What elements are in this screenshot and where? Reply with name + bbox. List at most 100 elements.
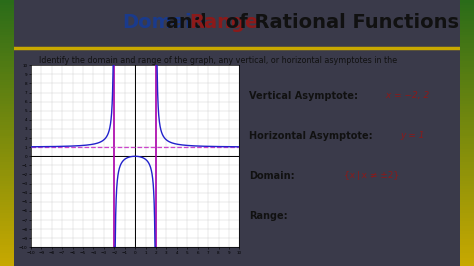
Bar (0, 98, 14, 101)
Bar (460, 186, 474, 189)
Bar (0, 186, 14, 189)
Text: and: and (159, 13, 213, 32)
Bar (460, 154, 474, 157)
Bar (460, 0, 474, 3)
Bar (460, 202, 474, 205)
Bar (0, 133, 14, 136)
Bar (0, 117, 14, 120)
Bar (460, 72, 474, 74)
Bar (460, 146, 474, 149)
Bar (460, 74, 474, 77)
Bar (460, 263, 474, 266)
Bar (460, 53, 474, 56)
Bar (460, 136, 474, 138)
Bar (460, 98, 474, 101)
Bar (460, 242, 474, 245)
Bar (0, 162, 14, 165)
Bar (0, 114, 14, 117)
Bar (0, 35, 14, 37)
Bar (0, 255, 14, 258)
Bar (460, 173, 474, 176)
Bar (460, 112, 474, 114)
Bar (460, 194, 474, 197)
Bar (460, 48, 474, 51)
Bar (0, 128, 14, 130)
Bar (460, 184, 474, 186)
Text: Domain: Domain (123, 13, 206, 32)
Bar (460, 13, 474, 16)
Text: y = 1: y = 1 (400, 131, 424, 140)
Bar (0, 40, 14, 43)
Bar (0, 239, 14, 242)
Bar (0, 5, 14, 8)
Text: Vertical Asymptote:: Vertical Asymptote: (249, 91, 358, 101)
Bar (0, 16, 14, 19)
Bar (460, 213, 474, 215)
Bar (0, 154, 14, 157)
Bar (0, 21, 14, 24)
Text: Range:: Range: (249, 211, 287, 221)
Bar (460, 261, 474, 263)
Bar (0, 66, 14, 69)
Bar (0, 27, 14, 29)
Bar (460, 93, 474, 96)
Text: Horizontal Asymptote:: Horizontal Asymptote: (249, 131, 373, 141)
Text: Identify the domain and range of the graph, any vertical, or horizontal asymptot: Identify the domain and range of the gra… (39, 56, 397, 77)
Bar (460, 128, 474, 130)
Bar (0, 11, 14, 13)
Bar (0, 136, 14, 138)
Bar (460, 176, 474, 178)
Bar (460, 247, 474, 250)
Bar (0, 109, 14, 112)
Bar (0, 242, 14, 245)
Bar (460, 80, 474, 82)
Bar (460, 66, 474, 69)
Bar (460, 234, 474, 237)
Bar (0, 37, 14, 40)
Bar (460, 258, 474, 261)
Bar (460, 32, 474, 35)
Bar (460, 144, 474, 146)
Bar (460, 181, 474, 184)
Bar (460, 245, 474, 247)
Bar (0, 13, 14, 16)
Bar (0, 45, 14, 48)
Bar (0, 173, 14, 176)
Bar (0, 64, 14, 66)
Bar (460, 106, 474, 109)
Bar (0, 8, 14, 11)
Bar (0, 104, 14, 106)
Bar (0, 152, 14, 154)
Bar (460, 43, 474, 45)
Bar (460, 114, 474, 117)
Bar (0, 170, 14, 173)
Bar (460, 56, 474, 59)
Bar (460, 51, 474, 53)
Bar (0, 261, 14, 263)
Bar (460, 82, 474, 85)
Bar (0, 32, 14, 35)
Bar (460, 90, 474, 93)
Bar (460, 3, 474, 5)
Bar (0, 192, 14, 194)
Bar (0, 253, 14, 255)
Bar (460, 237, 474, 239)
Bar (460, 120, 474, 122)
Bar (460, 16, 474, 19)
Bar (460, 117, 474, 120)
Bar (460, 77, 474, 80)
Bar (0, 218, 14, 221)
Text: Domain:: Domain: (249, 171, 294, 181)
Text: x = −2, 2: x = −2, 2 (383, 91, 429, 100)
Bar (460, 24, 474, 27)
Bar (460, 218, 474, 221)
Bar (460, 210, 474, 213)
Bar (460, 239, 474, 242)
Bar (0, 215, 14, 218)
Bar (0, 90, 14, 93)
Bar (0, 125, 14, 128)
Bar (0, 245, 14, 247)
Bar (460, 192, 474, 194)
Bar (460, 5, 474, 8)
Bar (0, 77, 14, 80)
